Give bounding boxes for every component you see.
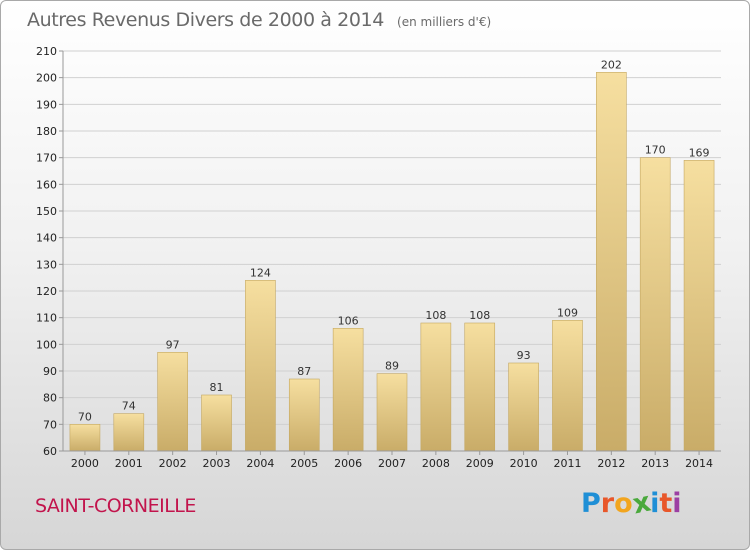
- chart-unit: (en milliers d'€): [397, 15, 492, 29]
- bar-2004: [245, 280, 276, 452]
- logo-letter: i: [672, 488, 682, 519]
- x-tick-label-2013: 2013: [641, 457, 669, 470]
- y-tick-label: 120: [36, 285, 57, 298]
- value-label-2012: 202: [601, 58, 622, 71]
- bar-2003: [201, 394, 232, 452]
- value-label-2009: 108: [469, 309, 490, 322]
- value-label-2008: 108: [425, 309, 446, 322]
- value-label-2005: 87: [297, 365, 311, 378]
- bar-2009: [464, 322, 496, 452]
- value-label-2004: 124: [250, 266, 271, 279]
- x-tick-label-2008: 2008: [422, 457, 450, 470]
- bar-2011: [552, 320, 583, 452]
- value-label-2006: 106: [338, 314, 359, 327]
- x-tick-label-2007: 2007: [378, 457, 406, 470]
- y-tick-label: 100: [36, 338, 57, 351]
- y-tick-label: 60: [43, 445, 57, 458]
- y-tick-label: 130: [36, 258, 57, 271]
- bar-2006: [332, 328, 364, 452]
- bar-2000: [69, 424, 101, 452]
- x-tick-label-2003: 2003: [203, 457, 231, 470]
- y-tick-label: 110: [36, 312, 57, 325]
- bars: [69, 72, 715, 452]
- y-tick-label: 80: [43, 392, 57, 405]
- bar-2002: [157, 352, 188, 452]
- x-tick-label-2014: 2014: [685, 457, 713, 470]
- bar-2005: [288, 378, 320, 452]
- chart-title-row: Autres Revenus Divers de 2000 à 2014 (en…: [27, 9, 491, 31]
- y-tick-label: 140: [36, 232, 57, 245]
- value-label-2003: 81: [210, 381, 224, 394]
- bar-2008: [420, 322, 452, 452]
- y-tick-label: 190: [36, 98, 57, 111]
- y-tick-label: 210: [36, 45, 57, 58]
- bar-2001: [113, 413, 145, 452]
- value-label-2007: 89: [385, 360, 399, 373]
- logo-letter: P: [581, 488, 601, 519]
- x-tick-label-2001: 2001: [115, 457, 143, 470]
- bar-2012: [596, 72, 627, 452]
- x-tick-label-2004: 2004: [246, 457, 274, 470]
- logo-letter: t: [659, 488, 673, 519]
- y-tick-label: 150: [36, 205, 57, 218]
- axes: [59, 50, 721, 455]
- value-label-2001: 74: [122, 400, 136, 413]
- bar-2013: [639, 157, 671, 452]
- y-tick-label: 180: [36, 125, 57, 138]
- x-tick-label-2002: 2002: [159, 457, 187, 470]
- value-label-2010: 93: [517, 349, 531, 362]
- location-name: SAINT-CORNEILLE: [35, 495, 196, 517]
- x-tick-label-2009: 2009: [466, 457, 494, 470]
- logo-letter: o: [614, 488, 633, 519]
- labels: 60 70 80 90 100 110 120 130 140 150 160 170 180 190 20…: [36, 45, 713, 470]
- y-tick-label: 90: [43, 365, 57, 378]
- value-label-2000: 70: [78, 410, 92, 423]
- x-tick-label-2005: 2005: [290, 457, 318, 470]
- proxiti-logo[interactable]: Proxiti: [581, 487, 682, 521]
- y-tick-label: 70: [43, 418, 57, 431]
- value-label-2002: 97: [166, 338, 180, 351]
- logo-letter: i: [650, 488, 660, 519]
- value-label-2011: 109: [557, 306, 578, 319]
- value-label-2013: 170: [645, 144, 666, 157]
- x-tick-label-2000: 2000: [71, 457, 99, 470]
- bar-2010: [508, 362, 539, 452]
- x-tick-label-2010: 2010: [510, 457, 538, 470]
- x-tick-label-2006: 2006: [334, 457, 362, 470]
- bar-2014: [683, 160, 715, 452]
- chart-title: Autres Revenus Divers de 2000 à 2014: [27, 9, 384, 31]
- x-tick-label-2011: 2011: [553, 457, 581, 470]
- x-tick-label-2012: 2012: [597, 457, 625, 470]
- value-label-2014: 169: [689, 146, 710, 159]
- logo-letter: r: [600, 488, 615, 519]
- y-tick-label: 160: [36, 178, 57, 191]
- y-tick-label: 170: [36, 152, 57, 165]
- bar-2007: [376, 373, 408, 452]
- y-tick-label: 200: [36, 72, 57, 85]
